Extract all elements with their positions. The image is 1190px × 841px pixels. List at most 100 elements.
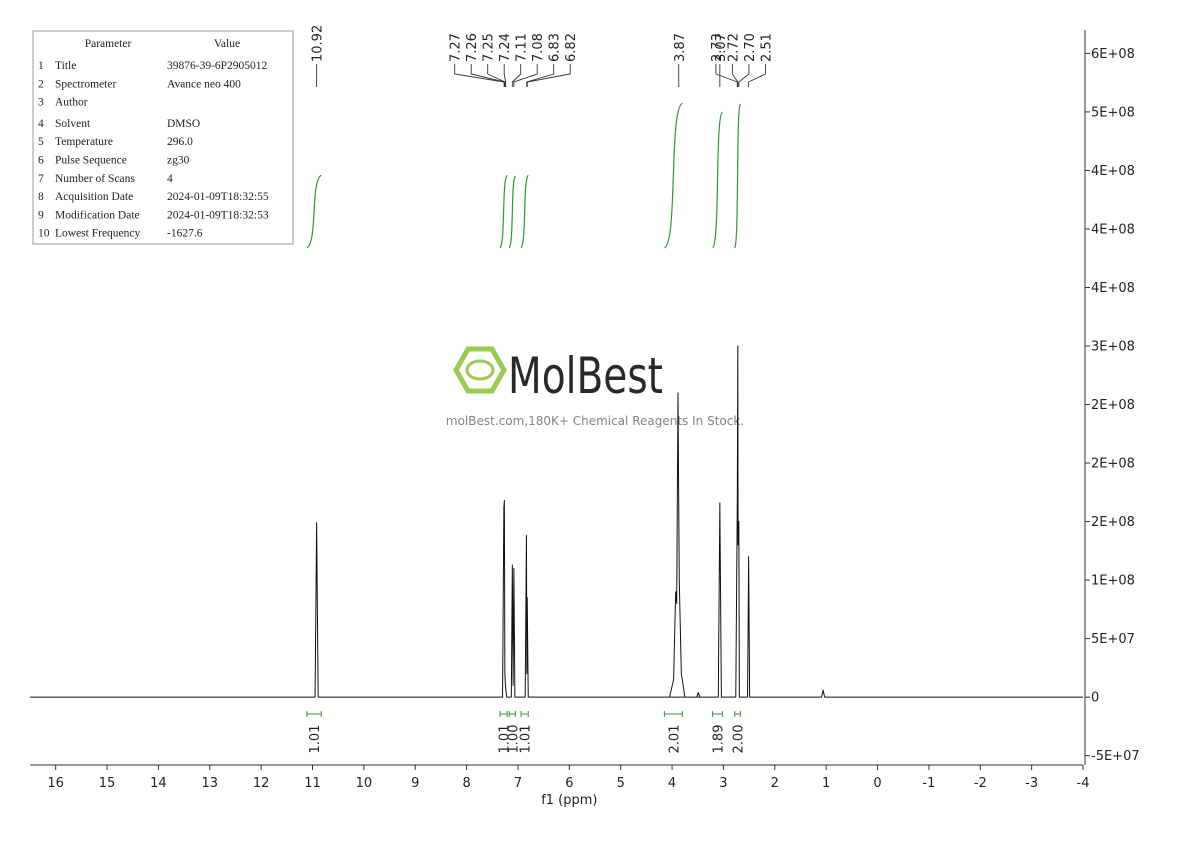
integral-label: 1.01 — [519, 725, 534, 754]
integral-bracket — [712, 711, 723, 717]
parameter-value: DMSO — [167, 118, 200, 130]
row-number: 7 — [38, 173, 44, 185]
x-axis-label: f1 (ppm) — [541, 793, 597, 808]
integral-label: 1.89 — [712, 725, 727, 754]
peak-leader — [738, 64, 750, 87]
parameter-name: Number of Scans — [55, 173, 135, 185]
peak-label: 2.70 — [743, 33, 758, 62]
y-tick-label: 2E+08 — [1091, 398, 1135, 413]
integral-bracket — [499, 711, 508, 717]
x-tick-label: 13 — [202, 776, 219, 791]
x-tick-label: 15 — [99, 776, 116, 791]
x-tick-label: -4 — [1077, 776, 1090, 791]
peak-leader — [748, 64, 766, 87]
y-tick-label: 2E+08 — [1091, 457, 1135, 472]
y-tick-label: 0 — [1091, 691, 1099, 706]
x-tick-label: 6 — [565, 776, 573, 791]
parameter-name: Temperature — [55, 136, 113, 148]
peak-label: 7.11 — [515, 33, 530, 62]
watermark-logo-ring — [465, 359, 495, 381]
watermark: MolBest molBest.com,180K+ Chemical Reage… — [446, 346, 744, 428]
row-number: 1 — [38, 60, 44, 72]
parameter-name: Lowest Frequency — [55, 228, 141, 240]
integral-bracket — [508, 711, 516, 717]
parameter-name: Pulse Sequence — [55, 155, 127, 167]
x-tick-label: 8 — [462, 776, 470, 791]
x-tick-label: 3 — [719, 776, 727, 791]
row-number: 10 — [38, 228, 50, 240]
y-tick-label: 4E+08 — [1091, 281, 1135, 296]
peak-leader — [715, 64, 738, 87]
integral-bracket — [306, 711, 322, 717]
integral-curve — [499, 174, 508, 249]
integral-label: 1.01 — [498, 725, 513, 754]
y-tick-label: 6E+08 — [1091, 47, 1135, 62]
peak-leader — [526, 64, 555, 87]
peak-leader — [731, 64, 739, 87]
x-tick-label: 11 — [304, 776, 321, 791]
integral-curve — [306, 174, 322, 249]
parameter-name: Spectrometer — [55, 78, 116, 90]
y-tick-label: 2E+08 — [1091, 515, 1135, 530]
integral-label: 2.00 — [732, 725, 747, 754]
table-header: Parameter — [85, 38, 132, 50]
parameter-value: -1627.6 — [167, 228, 203, 240]
x-tick-label: -1 — [922, 776, 935, 791]
watermark-brand: MolBest — [508, 347, 663, 405]
integral-curve — [663, 102, 683, 249]
x-tick-label: 14 — [150, 776, 167, 791]
x-tick-label: -3 — [1025, 776, 1038, 791]
integral-curve — [712, 111, 723, 249]
integral-curve — [734, 103, 741, 249]
peak-label: 2.72 — [726, 33, 741, 62]
peak-label: 3.07 — [714, 33, 729, 62]
x-tick-label: 12 — [253, 776, 270, 791]
peak-label: 2.51 — [759, 33, 774, 62]
parameter-name: Modification Date — [55, 209, 140, 221]
integral-label: 1.01 — [308, 725, 323, 754]
x-tick-label: 5 — [617, 776, 625, 791]
peak-label: 3.87 — [673, 33, 688, 62]
peak-label: 6.83 — [548, 33, 563, 62]
peak-label: 10.92 — [311, 25, 326, 62]
spectrum-line — [30, 345, 1083, 698]
y-tick-label: -5E+07 — [1091, 749, 1140, 764]
table-border — [32, 30, 294, 245]
x-tick-label: 0 — [873, 776, 881, 791]
parameter-name: Title — [55, 60, 76, 72]
parameter-name: Acquisition Date — [55, 191, 133, 203]
x-tick-label: 2 — [771, 776, 779, 791]
x-tick-label: 1 — [822, 776, 830, 791]
parameter-name: Author — [55, 97, 88, 109]
row-number: 2 — [38, 78, 44, 90]
peak-leader — [470, 64, 506, 87]
parameter-value: 2024-01-09T18:32:55 — [167, 191, 269, 203]
peak-label: 6.82 — [564, 33, 579, 62]
peak-leader — [511, 64, 522, 87]
peak-label: 2.73 — [710, 33, 725, 62]
integral-curve — [508, 175, 516, 249]
y-tick-label: 1E+08 — [1091, 574, 1135, 589]
x-tick-label: -2 — [974, 776, 987, 791]
y-tick-label: 5E+07 — [1091, 632, 1135, 647]
row-number: 8 — [38, 191, 44, 203]
peak-label: 7.26 — [465, 33, 480, 62]
row-number: 3 — [38, 97, 44, 109]
x-tick-label: 7 — [514, 776, 522, 791]
parameter-value: 2024-01-09T18:32:53 — [167, 209, 269, 221]
peak-leader — [454, 64, 505, 87]
y-tick-label: 4E+08 — [1091, 222, 1135, 237]
table-header: Value — [214, 38, 240, 50]
peak-leader — [487, 64, 506, 87]
peak-leader — [503, 64, 507, 87]
watermark-logo — [453, 346, 507, 394]
y-tick-label: 4E+08 — [1091, 164, 1135, 179]
integral-label: 1.00 — [506, 725, 521, 754]
x-tick-label: 10 — [356, 776, 373, 791]
peak-label: 7.25 — [482, 33, 497, 62]
peak-label: 7.08 — [531, 33, 546, 62]
integral-bracket — [520, 711, 529, 717]
